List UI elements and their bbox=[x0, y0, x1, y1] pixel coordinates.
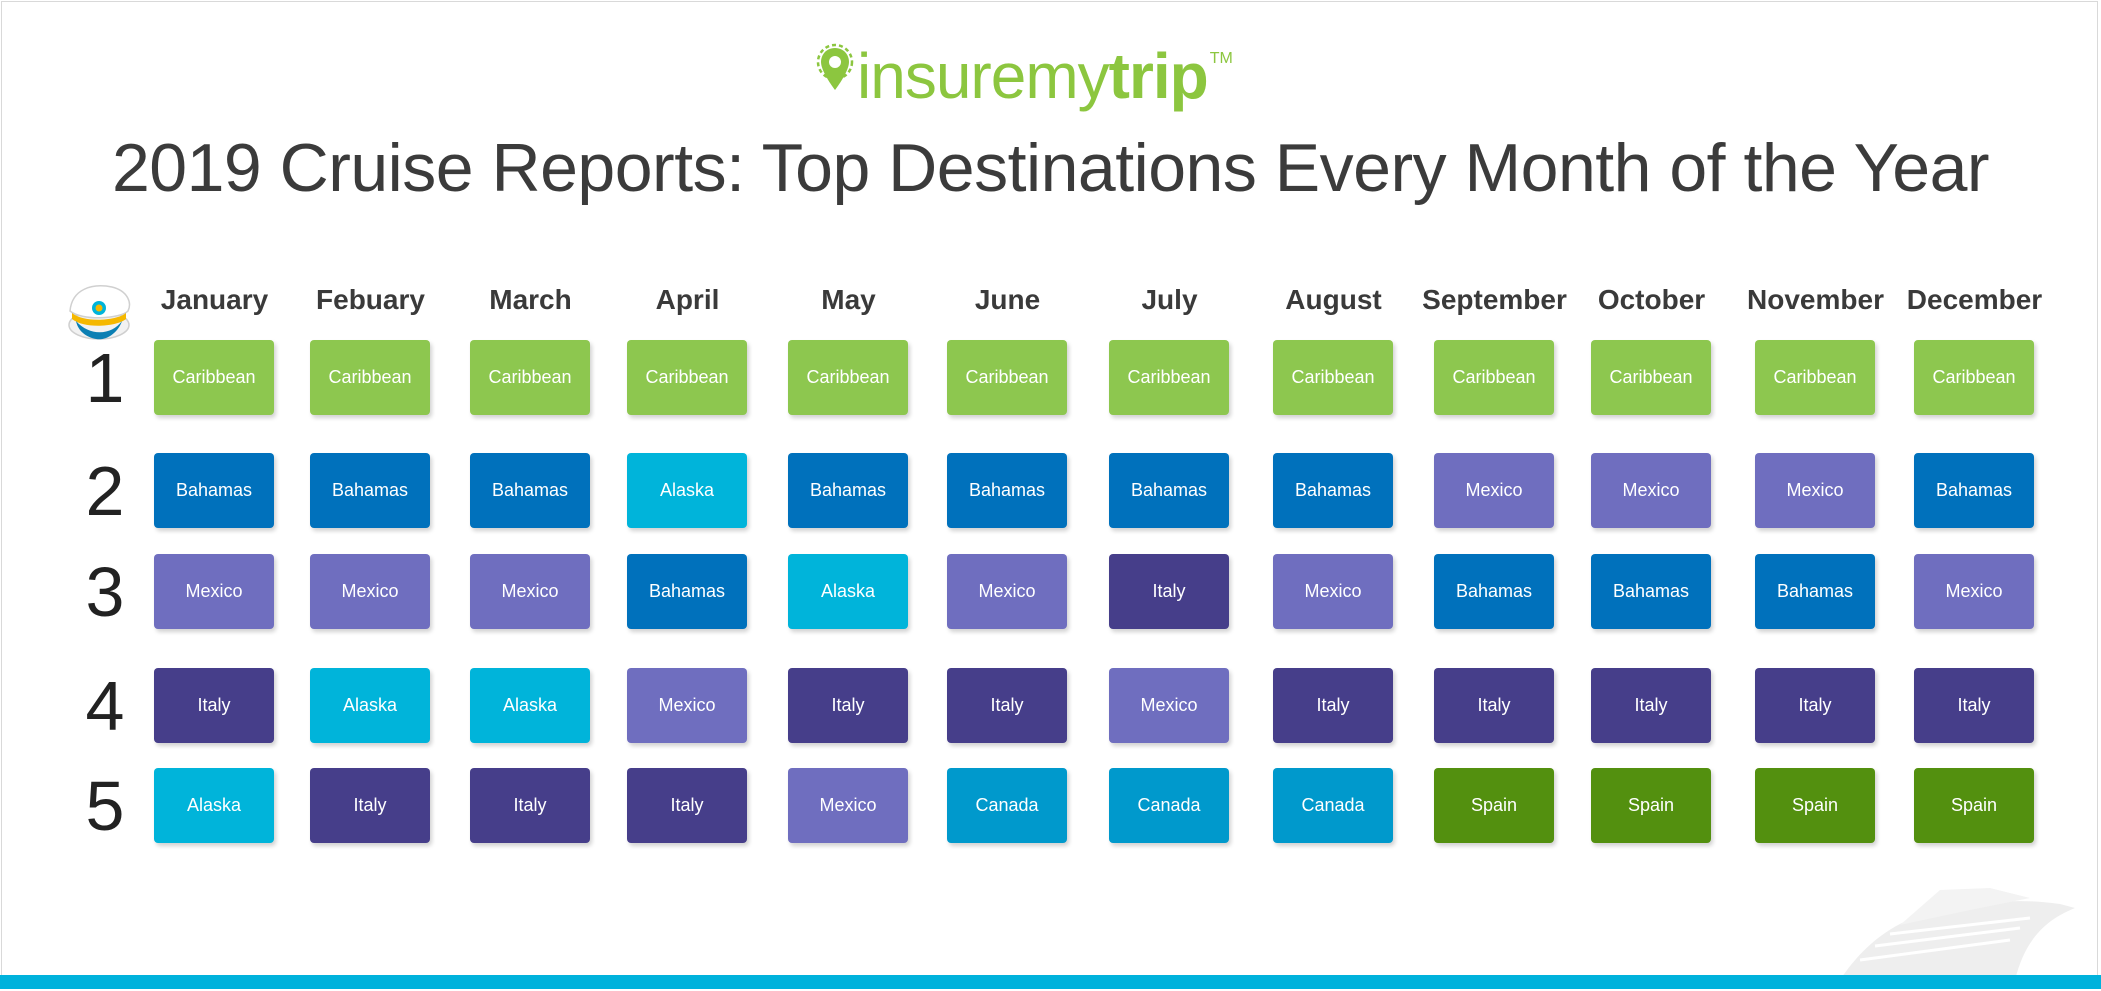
destination-cell: Alaska bbox=[154, 768, 274, 843]
destination-cell: Caribbean bbox=[154, 340, 274, 415]
destination-cell: Caribbean bbox=[947, 340, 1067, 415]
brand-name-light: insuremy bbox=[857, 40, 1110, 112]
destination-cell: Caribbean bbox=[1755, 340, 1875, 415]
destination-cell: Mexico bbox=[470, 554, 590, 629]
destination-cell: Alaska bbox=[310, 668, 430, 743]
destination-cell: Italy bbox=[1755, 668, 1875, 743]
destination-cell: Bahamas bbox=[947, 453, 1067, 528]
destination-cell: Bahamas bbox=[310, 453, 430, 528]
destination-cell: Mexico bbox=[1914, 554, 2034, 629]
destination-cell: Italy bbox=[470, 768, 590, 843]
destination-cell: Canada bbox=[1273, 768, 1393, 843]
destination-cell: Bahamas bbox=[1755, 554, 1875, 629]
destination-cell: Mexico bbox=[1273, 554, 1393, 629]
destination-cell: Italy bbox=[947, 668, 1067, 743]
destination-cell: Mexico bbox=[1591, 453, 1711, 528]
destination-cell: Mexico bbox=[947, 554, 1067, 629]
destination-cell: Italy bbox=[1914, 668, 2034, 743]
month-header: Febuary bbox=[316, 284, 425, 315]
destination-cell: Canada bbox=[1109, 768, 1229, 843]
destination-cell: Mexico bbox=[1434, 453, 1554, 528]
destination-cell: Bahamas bbox=[154, 453, 274, 528]
rank-label: 2 bbox=[85, 452, 125, 530]
destination-cell: Alaska bbox=[470, 668, 590, 743]
destination-cell: Mexico bbox=[1109, 668, 1229, 743]
cruise-ship-icon bbox=[1840, 888, 2075, 980]
rank-label: 5 bbox=[85, 767, 125, 845]
month-header: October bbox=[1597, 284, 1706, 315]
rank-label: 3 bbox=[85, 553, 125, 631]
month-header: March bbox=[489, 284, 572, 315]
destination-cell: Bahamas bbox=[627, 554, 747, 629]
destination-cell: Caribbean bbox=[1434, 340, 1554, 415]
destination-cell: Bahamas bbox=[788, 453, 908, 528]
destination-cell: Spain bbox=[1591, 768, 1711, 843]
destination-cell: Spain bbox=[1434, 768, 1554, 843]
destination-cell: Bahamas bbox=[1109, 453, 1229, 528]
destination-cell: Mexico bbox=[1755, 453, 1875, 528]
rank-label: 1 bbox=[85, 339, 125, 417]
month-header: December bbox=[1906, 284, 2043, 315]
month-header: June bbox=[974, 284, 1041, 315]
destination-cell: Mexico bbox=[627, 668, 747, 743]
page-title: 2019 Cruise Reports: Top Destinations Ev… bbox=[111, 130, 1990, 206]
destination-cell: Italy bbox=[154, 668, 274, 743]
destination-cell: Mexico bbox=[788, 768, 908, 843]
destination-cell: Italy bbox=[310, 768, 430, 843]
month-header: April bbox=[655, 284, 720, 315]
month-header: November bbox=[1747, 284, 1884, 315]
month-header: May bbox=[821, 284, 876, 315]
destination-cell: Spain bbox=[1755, 768, 1875, 843]
destination-cell: Spain bbox=[1914, 768, 2034, 843]
destination-cell: Caribbean bbox=[627, 340, 747, 415]
month-header: September bbox=[1422, 284, 1567, 315]
destination-cell: Mexico bbox=[154, 554, 274, 629]
location-pin-icon bbox=[816, 43, 854, 90]
destination-cell: Caribbean bbox=[310, 340, 430, 415]
brand-logo: insuremy trip TM bbox=[815, 36, 1233, 108]
destination-cell: Italy bbox=[1109, 554, 1229, 629]
accent-bar bbox=[0, 975, 2101, 989]
brand-trademark: TM bbox=[1209, 50, 1233, 67]
destination-cell: Italy bbox=[788, 668, 908, 743]
destination-cell: Bahamas bbox=[1591, 554, 1711, 629]
destination-cell: Caribbean bbox=[1591, 340, 1711, 415]
destination-cell: Bahamas bbox=[470, 453, 590, 528]
destination-cell: Italy bbox=[627, 768, 747, 843]
destination-cell: Bahamas bbox=[1434, 554, 1554, 629]
destination-cell: Italy bbox=[1434, 668, 1554, 743]
destination-cell: Bahamas bbox=[1273, 453, 1393, 528]
month-header: July bbox=[1141, 284, 1198, 315]
captain-hat-icon bbox=[68, 285, 131, 340]
destination-cell: Caribbean bbox=[788, 340, 908, 415]
destination-cell: Italy bbox=[1591, 668, 1711, 743]
month-header: January bbox=[160, 284, 269, 315]
destination-cell: Caribbean bbox=[1273, 340, 1393, 415]
destination-cell: Mexico bbox=[310, 554, 430, 629]
destination-cell: Caribbean bbox=[470, 340, 590, 415]
destination-cell: Alaska bbox=[788, 554, 908, 629]
month-header: August bbox=[1285, 284, 1382, 315]
rank-label: 4 bbox=[85, 667, 125, 745]
destination-cell: Alaska bbox=[627, 453, 747, 528]
brand-name-bold: trip bbox=[1108, 40, 1209, 112]
destination-cell: Canada bbox=[947, 768, 1067, 843]
destination-cell: Caribbean bbox=[1914, 340, 2034, 415]
destination-cell: Bahamas bbox=[1914, 453, 2034, 528]
destination-cell: Caribbean bbox=[1109, 340, 1229, 415]
destination-cell: Italy bbox=[1273, 668, 1393, 743]
